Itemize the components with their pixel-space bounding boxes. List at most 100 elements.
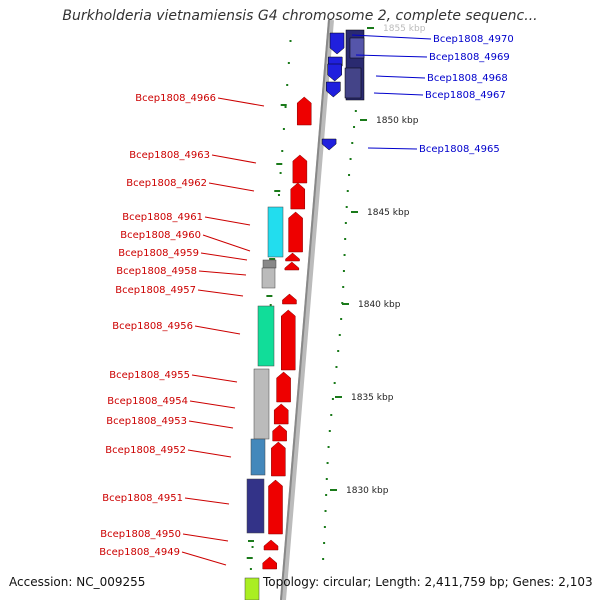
tick-mark bbox=[326, 462, 329, 464]
forward-gene-arrow bbox=[326, 81, 341, 98]
tick-mark bbox=[353, 126, 356, 128]
tick-mark bbox=[251, 546, 254, 548]
kbp-tick bbox=[335, 396, 342, 398]
reverse-gene-arrow bbox=[285, 252, 300, 262]
reverse-gene-arrow bbox=[288, 211, 303, 253]
forward-gene-arrow bbox=[329, 32, 345, 55]
tick-mark bbox=[248, 540, 254, 542]
tick-mark bbox=[324, 510, 327, 512]
reverse-gene-leader bbox=[181, 551, 227, 566]
forward-gene-arrow bbox=[327, 63, 342, 82]
tick-mark bbox=[346, 190, 349, 192]
tick-mark bbox=[323, 526, 326, 528]
tick-mark bbox=[276, 163, 283, 165]
tick-mark bbox=[337, 350, 340, 352]
reverse-gene-arrow bbox=[262, 556, 277, 570]
tick-mark bbox=[348, 174, 351, 176]
tick-mark bbox=[344, 222, 347, 224]
kbp-label: 1855 kbp bbox=[383, 24, 426, 34]
forward-gene-label: Bcep1808_4969 bbox=[429, 52, 510, 63]
feature-box bbox=[253, 368, 270, 440]
tick-mark bbox=[327, 446, 330, 448]
kbp-tick bbox=[360, 119, 367, 121]
forward-gene-label: Bcep1808_4970 bbox=[433, 34, 514, 45]
tick-mark bbox=[269, 258, 276, 260]
reverse-gene-arrow bbox=[263, 539, 279, 551]
forward-gene-leader bbox=[351, 34, 432, 40]
tick-mark bbox=[274, 190, 281, 192]
tick-mark bbox=[286, 84, 289, 86]
reverse-gene-arrow bbox=[281, 309, 296, 371]
tick-mark bbox=[325, 494, 328, 496]
kbp-label: 1850 kbp bbox=[376, 116, 419, 126]
tick-mark bbox=[331, 398, 334, 400]
reverse-gene-leader bbox=[188, 420, 234, 429]
tick-mark bbox=[284, 106, 287, 108]
tick-mark bbox=[345, 206, 348, 208]
reverse-gene-label: Bcep1808_4961 bbox=[122, 212, 203, 223]
tick-mark bbox=[342, 270, 345, 272]
tick-mark bbox=[281, 150, 284, 152]
forward-gene-leader bbox=[367, 147, 418, 150]
reverse-gene-arrow bbox=[284, 261, 300, 271]
forward-gene-box bbox=[344, 67, 362, 99]
tick-mark bbox=[287, 62, 290, 64]
feature-box bbox=[257, 305, 275, 367]
reverse-gene-label: Bcep1808_4949 bbox=[99, 547, 180, 558]
reverse-gene-leader bbox=[217, 97, 265, 107]
tick-mark bbox=[246, 557, 253, 559]
tick-mark bbox=[282, 128, 285, 130]
genome-summary-text: Topology: circular; Length: 2,411,759 bp… bbox=[263, 575, 593, 589]
reverse-gene-label: Bcep1808_4954 bbox=[107, 396, 188, 407]
feature-box bbox=[244, 577, 260, 600]
tick-mark bbox=[328, 430, 331, 432]
reverse-gene-leader bbox=[204, 216, 251, 226]
reverse-gene-leader bbox=[200, 252, 248, 261]
feature-box bbox=[262, 259, 277, 269]
reverse-gene-arrow bbox=[273, 403, 289, 425]
reverse-gene-arrow bbox=[290, 182, 306, 210]
forward-gene-leader bbox=[375, 75, 426, 79]
reverse-gene-leader bbox=[184, 497, 230, 505]
reverse-gene-arrow bbox=[282, 293, 297, 305]
reverse-gene-label: Bcep1808_4952 bbox=[105, 445, 186, 456]
tick-mark bbox=[354, 110, 357, 112]
tick-mark bbox=[266, 295, 273, 297]
reverse-gene-leader bbox=[198, 270, 247, 276]
tick-mark bbox=[249, 568, 252, 570]
tick-mark bbox=[343, 254, 346, 256]
reverse-gene-label: Bcep1808_4962 bbox=[126, 178, 207, 189]
reverse-gene-label: Bcep1808_4957 bbox=[115, 285, 196, 296]
reverse-gene-leader bbox=[191, 374, 238, 383]
reverse-gene-arrow bbox=[296, 96, 312, 126]
kbp-tick bbox=[351, 211, 358, 213]
reverse-gene-label: Bcep1808_4966 bbox=[135, 93, 216, 104]
reverse-gene-arrow bbox=[271, 441, 286, 477]
backbone-edge bbox=[280, 19, 330, 600]
feature-box bbox=[267, 206, 284, 258]
tick-mark bbox=[325, 478, 328, 480]
tick-mark bbox=[349, 158, 352, 160]
reverse-gene-leader bbox=[189, 400, 236, 409]
tick-mark bbox=[330, 414, 333, 416]
reverse-gene-arrow bbox=[276, 371, 291, 403]
tick-mark bbox=[340, 318, 343, 320]
tick-mark bbox=[277, 194, 280, 196]
forward-gene-arrow bbox=[321, 138, 337, 151]
feature-box bbox=[250, 438, 266, 476]
reverse-gene-label: Bcep1808_4959 bbox=[118, 248, 199, 259]
backbone-line bbox=[280, 19, 334, 600]
reverse-gene-leader bbox=[197, 289, 244, 297]
kbp-label: 1840 kbp bbox=[358, 300, 401, 310]
forward-gene-label: Bcep1808_4965 bbox=[419, 144, 500, 155]
tick-mark bbox=[280, 104, 287, 106]
feature-box bbox=[261, 267, 276, 289]
map-title: Burkholderia vietnamiensis G4 chromosome… bbox=[62, 8, 538, 24]
reverse-gene-arrow bbox=[268, 479, 283, 535]
kbp-tick bbox=[367, 27, 374, 29]
reverse-gene-leader bbox=[208, 182, 255, 192]
tick-mark bbox=[342, 286, 345, 288]
reverse-gene-label: Bcep1808_4951 bbox=[102, 493, 183, 504]
reverse-gene-label: Bcep1808_4956 bbox=[112, 321, 193, 332]
